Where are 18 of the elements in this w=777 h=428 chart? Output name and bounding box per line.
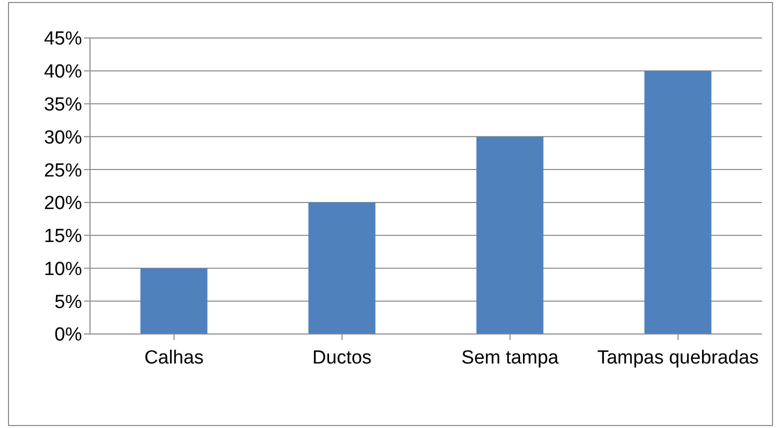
y-tick-label: 15%: [44, 226, 82, 248]
x-tick-label: Calhas: [144, 347, 204, 368]
y-tick-label: 0%: [54, 324, 82, 346]
bar: [140, 268, 208, 334]
bar: [308, 202, 376, 334]
bar: [476, 136, 544, 334]
x-tick-label: Sem tampa: [461, 347, 560, 368]
y-tick-label: 10%: [44, 258, 82, 280]
y-tick-label: 5%: [54, 292, 82, 313]
x-tick-label: Tampas quebradas: [597, 347, 759, 368]
bar: [644, 70, 712, 334]
y-tick-label: 45%: [44, 28, 82, 50]
y-tick-label: 40%: [44, 62, 82, 83]
y-tick-label: 25%: [44, 160, 82, 182]
y-tick-label: 20%: [44, 193, 82, 214]
y-tick-label: 30%: [44, 127, 82, 148]
y-tick-label: 35%: [44, 94, 82, 116]
x-tick-label: Ductos: [312, 347, 372, 368]
